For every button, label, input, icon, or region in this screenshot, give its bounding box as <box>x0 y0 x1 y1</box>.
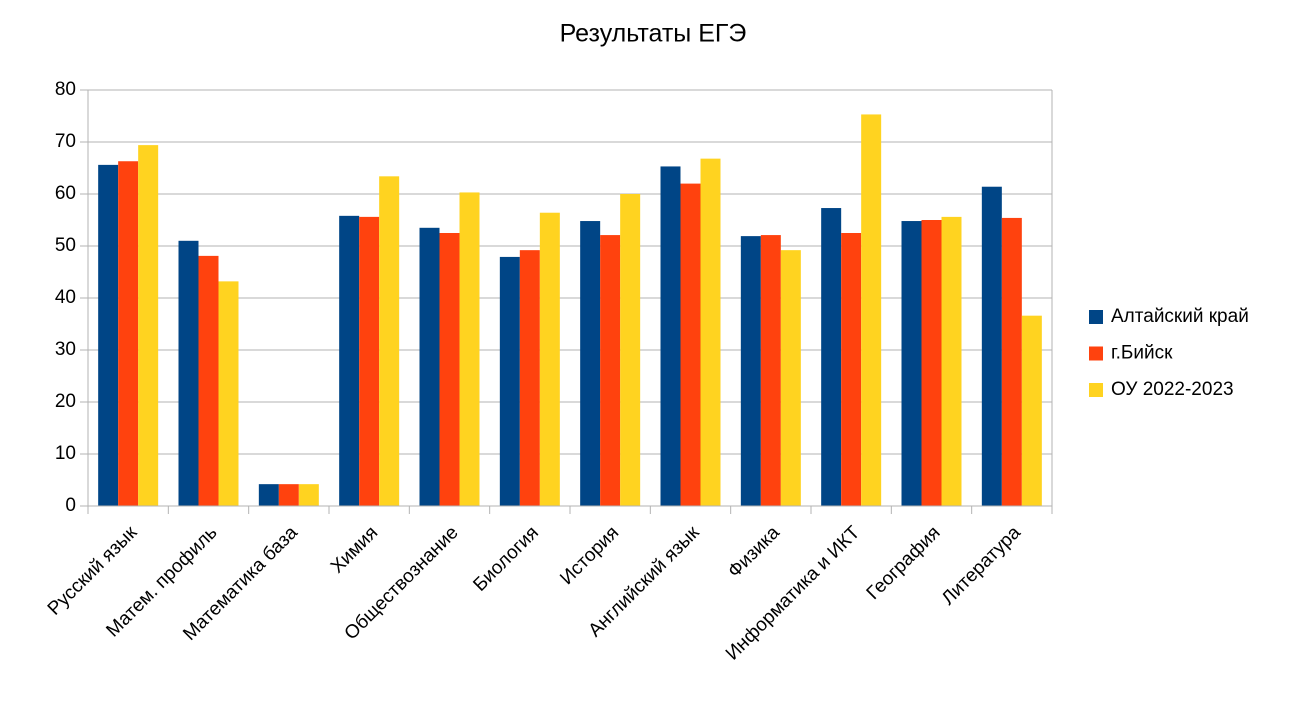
bar <box>419 227 440 507</box>
legend-swatch <box>1089 310 1103 324</box>
x-tick-label: Физика <box>724 522 784 582</box>
bar <box>519 250 540 506</box>
bar <box>1021 315 1042 506</box>
bar <box>821 208 842 507</box>
bar <box>198 255 219 506</box>
x-tick-label: География <box>863 522 945 604</box>
x-tick-label: Информатика и ИКТ <box>722 522 865 665</box>
bar <box>258 484 279 506</box>
x-tick-label: Биология <box>469 522 542 595</box>
bar <box>941 216 962 506</box>
x-tick-label: История <box>556 522 623 589</box>
bar <box>740 236 761 506</box>
bar <box>339 215 360 506</box>
bar <box>459 192 480 506</box>
y-tick-label: 10 <box>55 443 76 464</box>
bar <box>780 250 801 506</box>
bar <box>921 220 942 506</box>
y-tick-label: 40 <box>55 287 76 308</box>
bar <box>218 281 239 506</box>
bar <box>901 221 922 507</box>
chart-title: Результаты ЕГЭ <box>560 20 747 48</box>
bar <box>118 161 139 507</box>
bar <box>98 164 119 506</box>
bar <box>138 145 159 506</box>
legend-swatch <box>1089 383 1103 397</box>
y-tick-label: 60 <box>55 183 76 204</box>
bar <box>359 216 380 506</box>
bar <box>379 176 400 506</box>
y-tick-label: 50 <box>55 235 76 256</box>
bar <box>539 212 560 506</box>
bar <box>1001 217 1022 507</box>
bar <box>600 235 621 506</box>
bar <box>841 233 862 506</box>
bar <box>981 186 1002 506</box>
y-tick-label: 80 <box>55 79 76 100</box>
bar <box>499 256 520 506</box>
bar <box>680 183 701 506</box>
y-tick-label: 70 <box>55 131 76 152</box>
x-tick-label: Литература <box>938 522 1025 609</box>
legend-label: г.Бийск <box>1111 343 1173 364</box>
bar <box>620 194 641 506</box>
bar <box>278 484 299 506</box>
bar <box>760 235 781 506</box>
bar <box>660 166 681 506</box>
legend-swatch <box>1089 346 1103 361</box>
y-tick-label: 30 <box>55 339 76 360</box>
bar <box>178 240 199 507</box>
bar <box>861 114 882 506</box>
legend-label: ОУ 2022-2023 <box>1111 379 1234 400</box>
bar <box>580 221 601 507</box>
bar <box>700 158 721 506</box>
bar <box>439 233 460 506</box>
x-tick-label: Химия <box>327 522 382 577</box>
y-tick-label: 0 <box>65 495 76 516</box>
legend-label: Алтайский край <box>1111 306 1249 327</box>
y-tick-label: 20 <box>55 391 76 412</box>
bar <box>298 484 319 506</box>
